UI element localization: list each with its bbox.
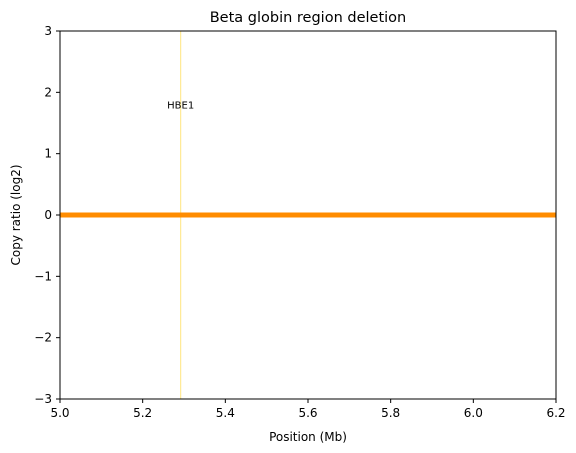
x-tick-label: 5.2 bbox=[133, 406, 152, 420]
y-axis: −3 −2 −1 0 1 2 3 bbox=[34, 24, 60, 406]
x-tick-label: 5.4 bbox=[216, 406, 235, 420]
x-tick-label: 5.0 bbox=[50, 406, 69, 420]
x-tick-label: 5.8 bbox=[381, 406, 400, 420]
y-tick-label: 0 bbox=[44, 208, 52, 222]
x-axis: 5.0 5.2 5.4 5.6 5.8 6.0 6.2 bbox=[50, 399, 566, 420]
y-tick-label: 3 bbox=[44, 24, 52, 38]
y-tick-label: −3 bbox=[34, 392, 52, 406]
x-tick-label: 5.6 bbox=[298, 406, 317, 420]
y-tick-label: 1 bbox=[44, 147, 52, 161]
y-axis-label: Copy ratio (log2) bbox=[9, 164, 23, 265]
chart-title: Beta globin region deletion bbox=[210, 10, 407, 26]
x-tick-label: 6.2 bbox=[546, 406, 565, 420]
x-axis-label: Position (Mb) bbox=[269, 430, 347, 444]
x-tick-label: 6.0 bbox=[464, 406, 483, 420]
y-tick-label: 2 bbox=[44, 85, 52, 99]
plot-area: HBE1 bbox=[60, 31, 556, 399]
gene-label: HBE1 bbox=[167, 101, 194, 112]
y-tick-label: −2 bbox=[34, 331, 52, 345]
y-tick-label: −1 bbox=[34, 269, 52, 283]
